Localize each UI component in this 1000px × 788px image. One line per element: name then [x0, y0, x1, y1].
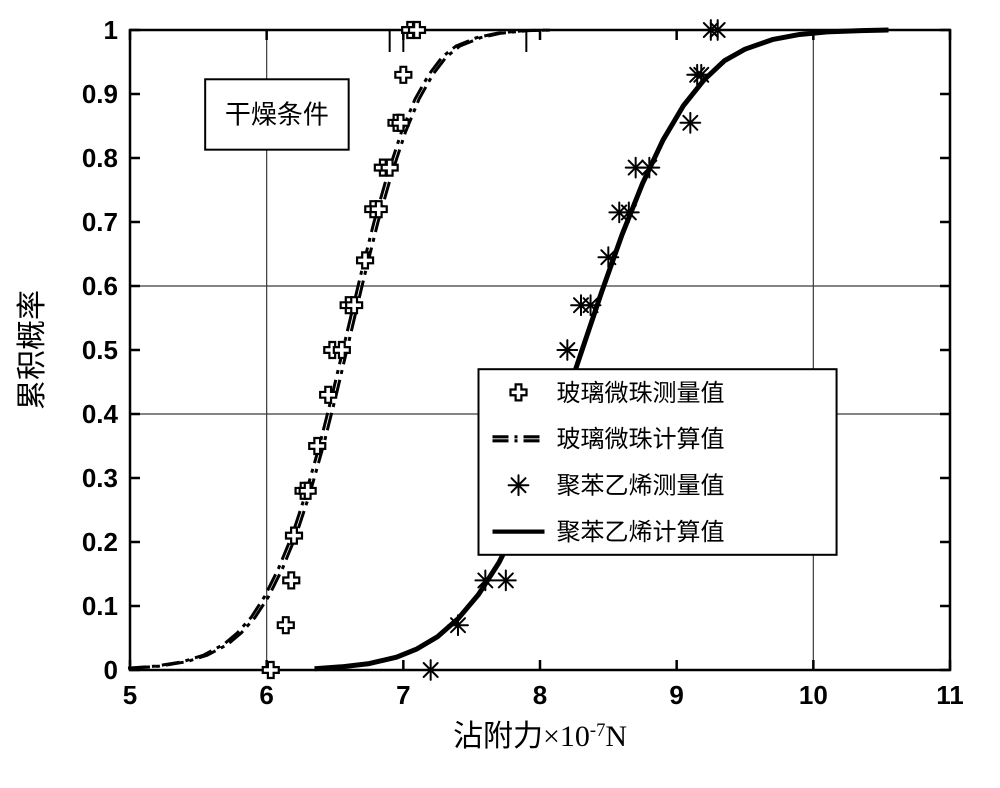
- legend: 玻璃微珠测量值玻璃微珠计算值聚苯乙烯测量值聚苯乙烯计算值: [479, 369, 837, 555]
- svg-text:累积概率: 累积概率: [16, 290, 49, 410]
- y-axis-label: 累积概率: [16, 290, 49, 410]
- x-tick-label: 8: [533, 680, 547, 710]
- legend-label: 聚苯乙烯测量值: [557, 473, 725, 500]
- chart-container: 56789101100.10.20.30.40.50.60.70.80.91沾附…: [0, 0, 1000, 788]
- x-tick-label: 9: [669, 680, 683, 710]
- x-tick-label: 5: [123, 680, 137, 710]
- y-tick-label: 0.7: [82, 207, 118, 237]
- x-tick-label: 7: [396, 680, 410, 710]
- y-tick-label: 0.1: [82, 591, 118, 621]
- x-tick-label: 11: [936, 680, 964, 710]
- y-tick-label: 0.2: [82, 527, 118, 557]
- legend-label: 玻璃微珠测量值: [557, 380, 725, 407]
- legend-label: 玻璃微珠计算值: [557, 426, 725, 453]
- annotation-box: 干燥条件: [205, 79, 349, 149]
- y-tick-label: 0.3: [82, 463, 118, 493]
- y-tick-label: 0.5: [82, 335, 118, 365]
- y-tick-label: 0.8: [82, 143, 118, 173]
- x-tick-label: 10: [799, 680, 828, 710]
- y-tick-label: 0.9: [82, 79, 118, 109]
- annotation-text: 干燥条件: [225, 101, 329, 130]
- y-tick-label: 0.4: [82, 399, 119, 429]
- y-tick-label: 0: [104, 655, 118, 685]
- legend-label: 聚苯乙烯计算值: [557, 519, 725, 546]
- y-tick-label: 1: [104, 15, 118, 45]
- chart-svg: 56789101100.10.20.30.40.50.60.70.80.91沾附…: [0, 0, 1000, 788]
- x-tick-label: 6: [259, 680, 273, 710]
- y-tick-label: 0.6: [82, 271, 118, 301]
